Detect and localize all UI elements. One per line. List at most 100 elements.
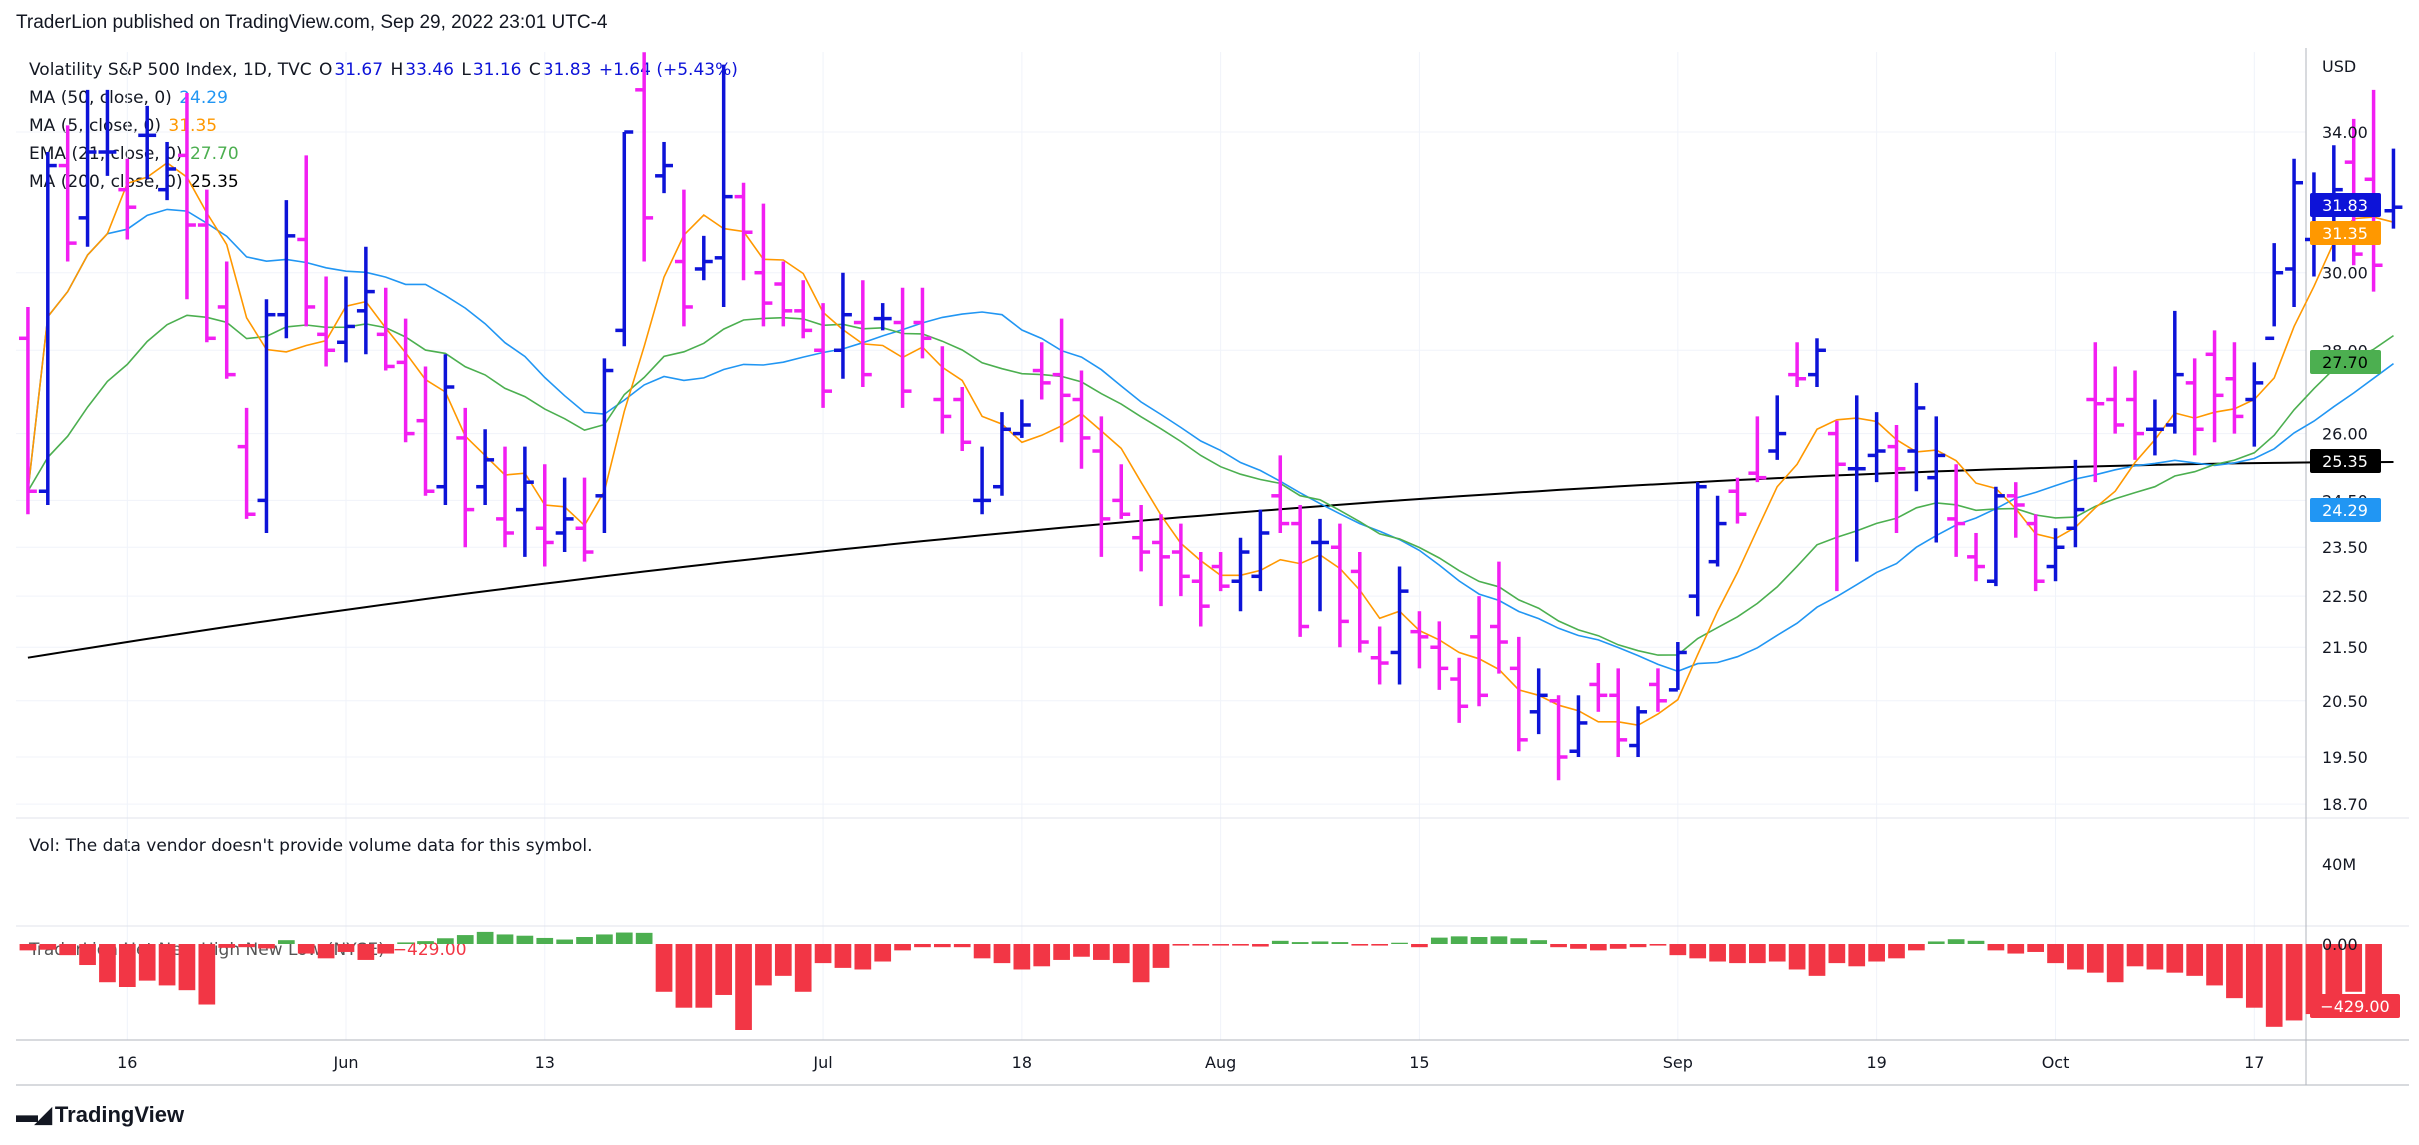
ohlc-bar <box>138 105 157 180</box>
price-tag: 25.35 <box>2310 449 2381 473</box>
change-value: +1.64 (+5.43%) <box>598 60 738 80</box>
ohlc-bar <box>833 272 852 379</box>
nnhl-bar <box>894 944 911 951</box>
nnhl-bar <box>635 932 653 944</box>
ohlc-bar <box>317 276 336 367</box>
nnhl-bar <box>1868 944 1885 962</box>
low-value: 31.16 <box>472 60 522 80</box>
ohlc-bar <box>1132 504 1151 572</box>
ohlc-bar <box>973 446 992 515</box>
price-tag: 24.29 <box>2310 498 2381 522</box>
ohlc-bar <box>237 407 256 519</box>
nnhl-bar <box>417 941 434 944</box>
nnhl-bar <box>814 944 832 964</box>
nnhl-bar <box>1570 944 1587 949</box>
nnhl-bar <box>1689 944 1707 959</box>
ohlc-bar <box>774 261 793 327</box>
ohlc-bar <box>2285 158 2304 307</box>
tradingview-logo[interactable]: ▬◢ TradingView <box>16 1102 184 1128</box>
ohlc-bar <box>1489 561 1508 674</box>
ohlc-bar <box>714 64 733 307</box>
price-tick-label: 23.50 <box>2322 538 2368 557</box>
ohlc-bar <box>1907 382 1926 492</box>
ohlc-bar <box>337 276 355 363</box>
nnhl-bar <box>1013 944 1031 970</box>
indicator-legend-ma5[interactable]: MA (5, close, 0) 31.35 <box>29 116 219 136</box>
nnhl-bar <box>1629 944 1647 948</box>
high-label: H <box>390 60 404 80</box>
nnhl-bar <box>1152 944 1170 968</box>
nnhl-bar <box>297 944 315 954</box>
ohlc-bar <box>197 189 216 343</box>
ohlc-bar <box>58 125 77 262</box>
nnhl-bar <box>1033 944 1051 967</box>
price-tag-bg <box>2310 221 2381 245</box>
nnhl-bar <box>2166 944 2184 973</box>
nnhl-bar <box>258 944 275 949</box>
tradingview-brand: TradingView <box>54 1102 185 1127</box>
ohlc-bar <box>297 155 316 327</box>
nnhl-bar <box>2345 944 2363 992</box>
ohlc-bar <box>873 303 892 331</box>
nnhl-bar <box>2186 944 2204 976</box>
nnhl-bar <box>1510 938 1528 944</box>
nnhl-bar <box>1749 944 1766 964</box>
nnhl-bar <box>854 944 872 970</box>
ohlc-bars <box>18 52 2403 781</box>
nnhl-bar <box>357 944 375 960</box>
time-tick-label: Sep <box>1663 1053 1693 1072</box>
ohlc-bar <box>1728 477 1747 524</box>
ohlc-bar <box>1609 668 1628 757</box>
price-tick-label: 26.00 <box>2322 425 2368 444</box>
indicator-legend-ma50[interactable]: MA (50, close, 0) 24.29 <box>29 88 230 108</box>
nnhl-bar <box>1788 944 1806 970</box>
symbol-name: Volatility S&P 500 Index, 1D, TVC <box>29 60 312 80</box>
ohlc-bar <box>1450 657 1469 723</box>
ohlc-bar <box>1808 338 1826 388</box>
ohlc-bar <box>1688 482 1707 617</box>
ohlc-bar <box>2265 243 2284 341</box>
ohlc-bar <box>2066 459 2085 548</box>
nnhl-bar <box>2206 944 2223 986</box>
nnhl-bar <box>2265 944 2283 1027</box>
ohlc-bar <box>476 429 495 505</box>
nnhl-bar <box>1232 944 1249 946</box>
ohlc-bar <box>436 354 455 505</box>
tradingview-logo-icon: ▬◢ <box>16 1102 52 1127</box>
nnhl-bar <box>655 944 673 992</box>
nnhl-bar <box>1430 937 1448 944</box>
time-tick-label: 16 <box>117 1053 137 1072</box>
nnhl-bar <box>2007 944 2025 954</box>
indicator-label: MA (5, close, 0) <box>29 116 161 136</box>
nnhl-bar <box>735 944 752 1030</box>
open-value: 31.67 <box>334 60 384 80</box>
ema21-line <box>27 314 2394 656</box>
nnhl-bar <box>1291 942 1309 944</box>
nnhl-bar <box>2106 944 2124 983</box>
indicator-label: MA (50, close, 0) <box>29 88 172 108</box>
ohlc-bar <box>1887 424 1906 533</box>
nnhl-bar <box>397 942 414 944</box>
nnhl-bar <box>1192 944 1210 946</box>
ohlc-bar <box>1668 642 1687 692</box>
ma200-line <box>27 461 2394 659</box>
time-tick-label: Jul <box>812 1053 832 1072</box>
nnhl-bar <box>1589 944 1607 951</box>
ohlc-bar <box>1012 399 1031 438</box>
ohlc-bar <box>38 152 57 505</box>
nnhl-bar <box>576 936 593 944</box>
ohlc-bar <box>1171 523 1190 597</box>
nnhl-bar <box>1888 944 1905 959</box>
ohlc-bar <box>933 346 952 434</box>
ohlc-bar <box>2205 330 2224 443</box>
price-tick-label: 19.50 <box>2322 748 2368 767</box>
nnhl-bar <box>794 944 812 992</box>
ohlc-bar <box>1986 486 2005 587</box>
ohlc-bar <box>893 287 912 408</box>
nnhl-histogram <box>19 931 2382 1030</box>
nnhl-bar <box>1351 944 1369 946</box>
ohlc-bar <box>794 280 813 339</box>
nnhl-bar <box>1927 941 1945 944</box>
ohlc-bar <box>1112 464 1131 519</box>
